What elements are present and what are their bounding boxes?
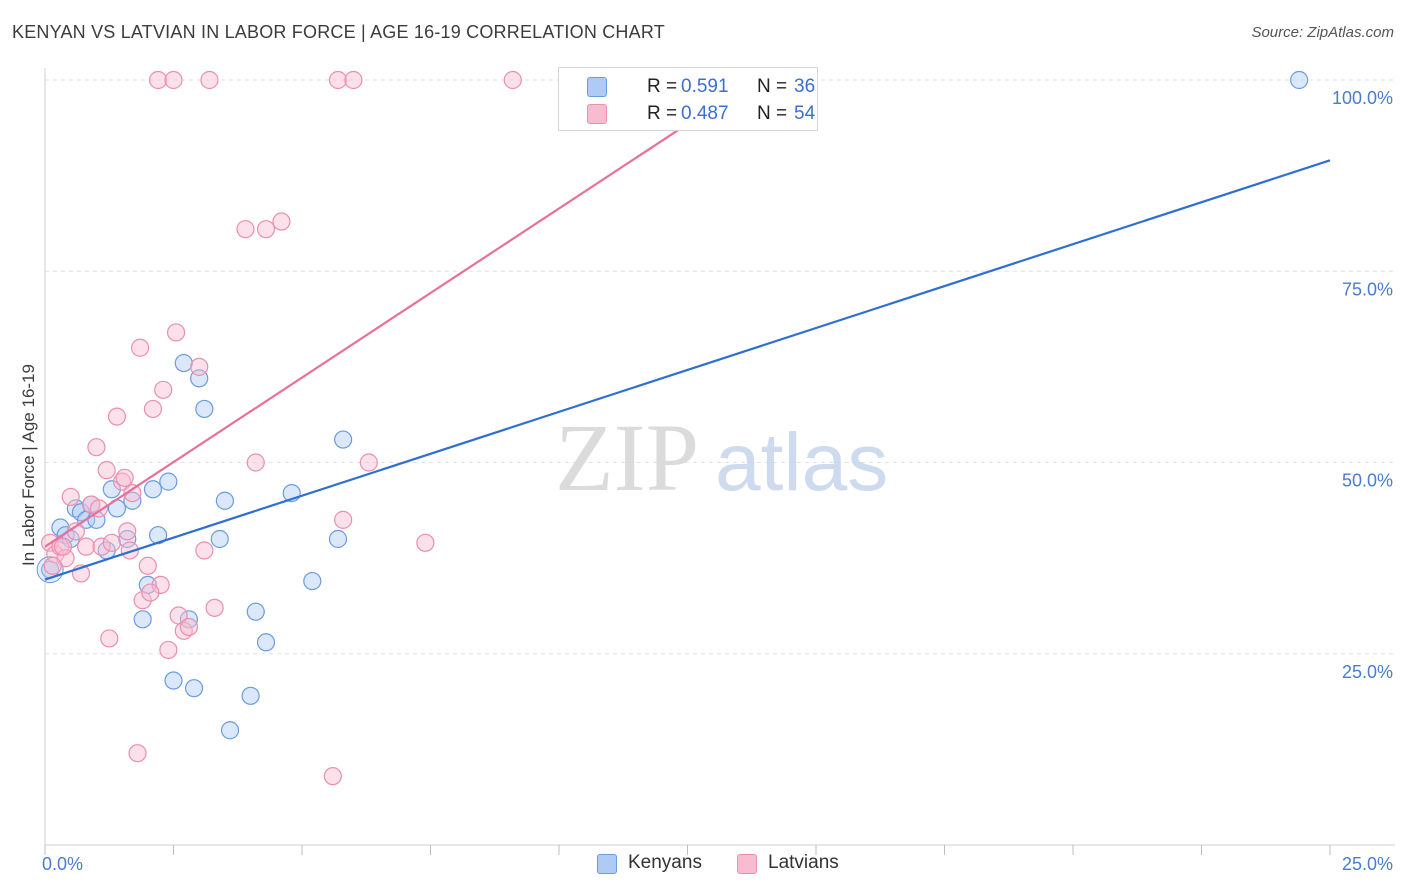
x-tick-label: 0.0%: [42, 854, 83, 874]
data-point-latvians: [97, 461, 116, 480]
data-point-kenyans: [328, 529, 348, 549]
data-point-latvians: [344, 70, 363, 90]
data-point-latvians: [164, 70, 183, 90]
data-point-latvians: [246, 453, 265, 472]
source-note: Source: ZipAtlas.com: [1251, 24, 1394, 41]
data-point-latvians: [154, 380, 173, 399]
bottom-legend-label-latvians: Latvians: [768, 852, 839, 873]
data-point-kenyans: [143, 480, 163, 499]
data-point-latvians: [118, 522, 137, 541]
chart-title: KENYAN VS LATVIAN IN LABOR FORCE | AGE 1…: [12, 22, 665, 42]
y-tick-label: 50.0%: [1342, 471, 1393, 491]
data-point-latvians: [143, 399, 163, 419]
data-point-kenyans: [133, 610, 152, 629]
data-point-latvians: [138, 556, 157, 575]
data-point-latvians: [236, 220, 255, 239]
data-point-kenyans: [179, 610, 199, 629]
data-point-latvians: [151, 575, 170, 595]
data-point-kenyans: [334, 430, 353, 449]
data-point-latvians: [128, 744, 147, 763]
data-point-kenyans: [241, 686, 260, 705]
bottom-legend-swatch-latvians: [737, 854, 757, 874]
zipatlas-watermark: ZIP atlas: [555, 404, 888, 511]
data-point-kenyans: [1290, 70, 1309, 90]
data-point-latvians: [53, 537, 73, 556]
legend-r-value-kenyans: 0.591: [681, 76, 729, 97]
data-point-kenyans: [123, 491, 142, 510]
data-point-kenyans: [246, 602, 265, 621]
data-point-latvians: [115, 468, 134, 487]
data-point-kenyans: [102, 480, 121, 499]
data-point-latvians: [503, 70, 522, 90]
data-point-latvians: [123, 484, 142, 503]
data-point-kenyans: [164, 671, 183, 690]
bottom-legend-label-kenyans: Kenyans: [628, 852, 702, 873]
data-point-latvians: [100, 629, 119, 648]
correlation-legend: R = 0.591 N = 36 R = 0.487 N = 54: [558, 67, 818, 131]
data-point-latvians: [120, 541, 139, 560]
trend-lines: [44, 79, 1331, 581]
y-tick-label: 75.0%: [1342, 279, 1393, 299]
data-point-latvians: [133, 591, 152, 610]
data-point-kenyans: [210, 529, 229, 549]
tick-labels: 25.0% 50.0% 75.0% 100.0% 0.0% 25.0%: [42, 88, 1393, 874]
data-point-kenyans: [159, 472, 178, 491]
data-point-latvians: [256, 220, 276, 239]
data-point-kenyans: [256, 633, 276, 652]
data-point-latvians: [190, 357, 209, 376]
data-point-kenyans: [195, 399, 214, 419]
legend-r-label: R =: [647, 76, 678, 97]
data-point-latvians: [179, 617, 199, 637]
legend-n-label: N =: [757, 76, 788, 97]
y-axis-label: In Labor Force | Age 16-19: [19, 364, 38, 566]
data-point-latvians: [130, 338, 150, 357]
data-point-latvians: [359, 453, 378, 472]
data-point-latvians: [272, 212, 291, 231]
data-point-latvians: [205, 598, 224, 617]
data-point-latvians: [166, 323, 186, 342]
trend-line-kenyans: [44, 159, 1331, 581]
data-point-latvians: [334, 510, 353, 529]
data-point-latvians: [200, 70, 219, 90]
watermark-atlas: atlas: [715, 417, 888, 508]
legend-r-value-latvians: 0.487: [681, 103, 729, 124]
legend-n-label: N =: [757, 103, 788, 124]
data-point-latvians: [102, 533, 121, 552]
data-point-kenyans: [184, 679, 204, 698]
data-point-latvians: [141, 583, 160, 602]
data-point-kenyans: [220, 721, 240, 740]
axes: [44, 68, 1395, 855]
y-tick-label: 100.0%: [1332, 88, 1393, 108]
data-point-latvians: [148, 70, 168, 90]
data-point-kenyans: [303, 571, 322, 591]
legend-n-value-kenyans: 36: [794, 76, 816, 97]
data-point-kenyans: [215, 491, 234, 510]
x-tick-label: 25.0%: [1342, 854, 1393, 874]
data-point-latvians: [328, 70, 348, 90]
data-point-kenyans: [174, 353, 193, 373]
legend-n-value-latvians: 54: [794, 103, 816, 124]
data-point-latvians: [77, 537, 96, 556]
data-point-latvians: [416, 533, 435, 552]
data-point-latvians: [87, 438, 106, 457]
data-point-kenyans: [118, 529, 137, 549]
legend-swatch-latvians: [587, 104, 607, 124]
data-point-latvians: [92, 537, 111, 556]
data-point-latvians: [159, 640, 178, 660]
legend-swatch-kenyans: [587, 77, 607, 97]
data-point-latvians: [195, 541, 214, 560]
data-point-latvians: [323, 767, 342, 786]
bottom-legend-swatch-kenyans: [597, 854, 617, 874]
y-tick-label: 25.0%: [1342, 662, 1393, 682]
data-point-latvians: [107, 407, 127, 426]
data-point-latvians: [61, 487, 80, 507]
data-point-latvians: [43, 556, 62, 575]
trend-line-latvians: [44, 79, 755, 548]
watermark-zip: ZIP: [555, 404, 699, 511]
gridlines: [45, 79, 1395, 655]
legend-r-label: R =: [647, 103, 678, 124]
